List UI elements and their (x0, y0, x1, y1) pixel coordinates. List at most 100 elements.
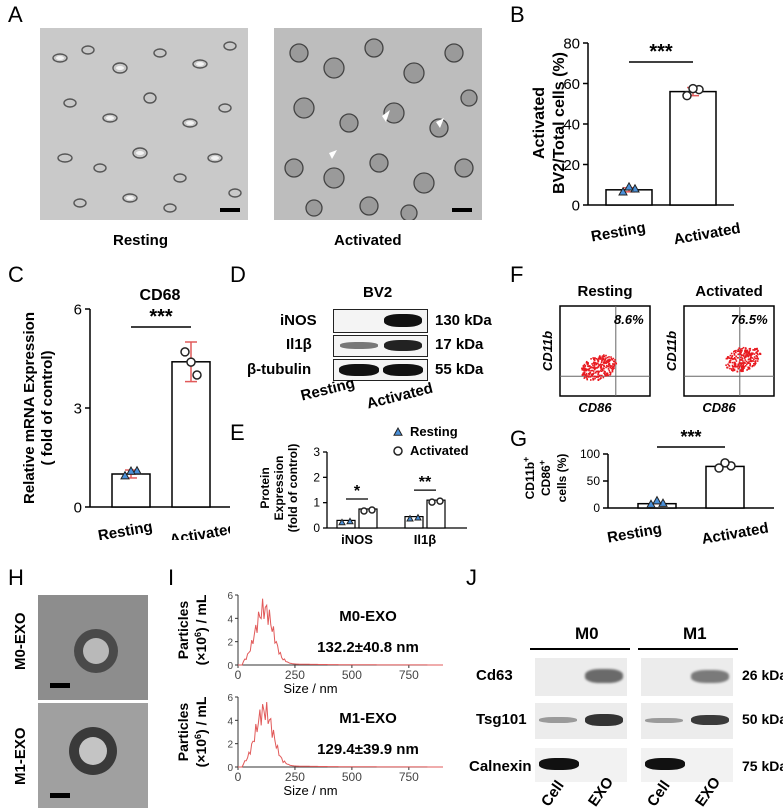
flow-event (746, 352, 748, 355)
flow-event (605, 375, 607, 377)
x-tick-label: Activated (700, 520, 769, 548)
flow-event (747, 361, 750, 364)
bar-activated (171, 361, 211, 508)
flow-event (603, 367, 605, 370)
flow-event (609, 364, 611, 367)
blot-d-lane-activated: Activated (365, 379, 435, 413)
flow-event (594, 371, 597, 374)
flow-event (754, 361, 756, 363)
bar-resting (336, 519, 356, 529)
flow-event (759, 352, 761, 355)
flow-event (589, 379, 592, 381)
flow-event (743, 367, 745, 369)
flow-event (588, 365, 591, 367)
flow-event (731, 369, 733, 372)
flow-event (726, 366, 729, 369)
flow-event (735, 360, 738, 362)
flow-plot-frame (683, 305, 775, 397)
flow-event (740, 369, 742, 371)
flow-event (741, 368, 743, 370)
flow-event (597, 378, 600, 381)
y-tick-label: 3 (313, 445, 320, 459)
flow-event (594, 357, 596, 359)
flow-event (586, 377, 588, 380)
y-tick-label: 20 (563, 157, 580, 174)
flow-event (595, 370, 598, 373)
flow-event (597, 362, 599, 364)
flow-event (737, 350, 740, 353)
legend-label-activated: Activated (410, 443, 469, 458)
flow-event (615, 362, 618, 365)
band (585, 669, 623, 683)
flow-event (600, 365, 603, 368)
data-point-activated (682, 90, 692, 101)
flow-event (755, 352, 757, 354)
flow-event (740, 354, 743, 356)
flow-event (592, 364, 594, 367)
flow-event (600, 356, 602, 359)
flow-event (755, 357, 758, 360)
blot-j-group-m1: M1 (683, 624, 707, 643)
flow-event (606, 356, 609, 359)
flow-event (605, 357, 607, 359)
flow-event (749, 356, 752, 359)
flow-event (600, 361, 603, 364)
flow-event (753, 358, 755, 360)
mean-size: 132.2±40.8 nm (317, 639, 419, 656)
flow-event (741, 368, 743, 371)
flow-percent: 76.5% (731, 312, 768, 327)
blot-d-tubulin (333, 359, 428, 381)
flow-event (741, 347, 744, 350)
flow-event (740, 356, 742, 359)
chart-e: 0 1 2 3 * iNOS ** Il1β Protein Expression (fold of… (258, 424, 469, 547)
panel-label-h: H (8, 565, 24, 590)
flow-event (603, 360, 605, 363)
flow-event (599, 366, 602, 369)
tem-image-m0 (38, 595, 148, 700)
flow-event (581, 367, 583, 370)
flow-event (749, 360, 751, 363)
flow-event (601, 357, 604, 359)
flow-event (742, 346, 745, 349)
flow-event (610, 357, 613, 360)
chart-g: 0 50 100 Resting Activated *** CD11b+CD86+ cell… (521, 427, 774, 548)
y-tick-label: 6 (74, 301, 82, 318)
chart-c: 0 3 6 Resting Activated *** CD68 Relative mRNA … (21, 287, 230, 540)
flow-event (594, 367, 596, 369)
flow-event (735, 365, 737, 367)
flow-event (605, 360, 608, 362)
blot-d-title: BV2 (363, 284, 393, 301)
flow-event (746, 355, 749, 357)
label-activated-micrograph: Activated (334, 232, 402, 249)
flow-event (749, 363, 752, 366)
flow-event (609, 372, 612, 374)
flow-event (581, 374, 584, 376)
flow-event (741, 362, 744, 365)
flow-event (593, 372, 595, 374)
data-point-resting (658, 498, 668, 507)
data-point-activated (360, 507, 368, 515)
band (539, 717, 577, 723)
flow-event (756, 352, 759, 355)
flow-event (588, 367, 591, 370)
y-tick-label: 0 (313, 521, 320, 535)
flow-event (738, 366, 740, 368)
flow-event (732, 369, 734, 372)
panel-label-i: I (168, 565, 175, 590)
y-tick-label: 40 (563, 116, 580, 133)
flow-event (601, 363, 604, 366)
panel-label-f: F (510, 262, 524, 287)
flow-x-label: CD86 (702, 400, 736, 415)
flow-event (748, 350, 751, 353)
flow-event (594, 361, 596, 364)
flow-event (729, 354, 732, 357)
band (691, 670, 729, 683)
data-point-resting (346, 517, 354, 525)
flow-event (738, 365, 741, 368)
flow-event (733, 357, 736, 359)
flow-event (737, 357, 739, 359)
flow-event (749, 349, 751, 352)
flow-event (607, 365, 610, 368)
flow-event (738, 350, 741, 353)
flow-event (605, 354, 607, 357)
